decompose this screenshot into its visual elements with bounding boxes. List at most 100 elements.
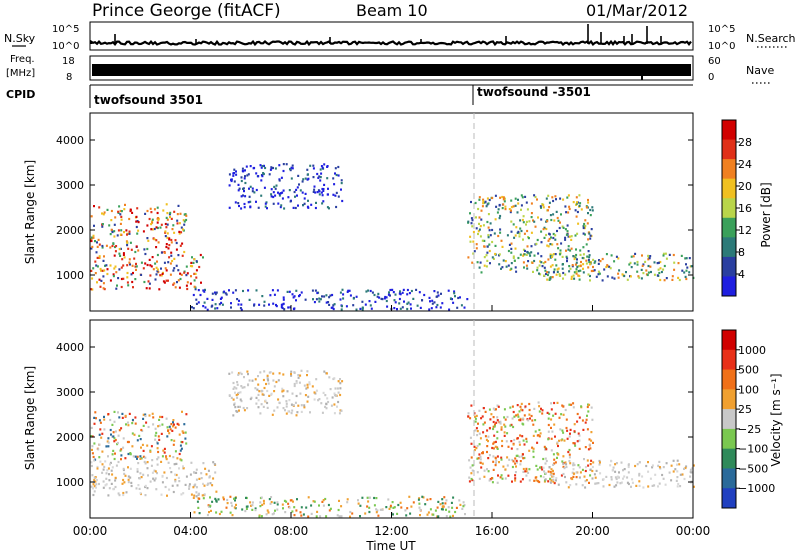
range-cell bbox=[122, 252, 125, 255]
range-cell bbox=[322, 189, 325, 192]
range-cell bbox=[404, 509, 407, 512]
range-cell bbox=[573, 423, 576, 426]
range-cell bbox=[510, 209, 512, 212]
range-cell bbox=[247, 289, 250, 292]
range-cell bbox=[487, 435, 490, 438]
range-cell bbox=[501, 207, 504, 210]
range-cell bbox=[510, 423, 513, 426]
range-cell bbox=[491, 481, 494, 484]
colorbar-tick-label: 28 bbox=[738, 136, 752, 149]
range-cell bbox=[110, 228, 113, 231]
range-cell bbox=[190, 493, 193, 496]
range-cell bbox=[288, 290, 291, 293]
range-cell bbox=[92, 487, 94, 490]
range-cell bbox=[282, 298, 285, 301]
range-cell bbox=[673, 261, 676, 264]
range-cell bbox=[276, 406, 279, 409]
range-cell bbox=[512, 460, 515, 463]
range-cell bbox=[322, 200, 325, 203]
range-cell bbox=[585, 418, 588, 421]
y-tick-label: 3000 bbox=[56, 386, 84, 399]
range-cell bbox=[233, 386, 236, 389]
range-cell bbox=[512, 443, 515, 446]
range-cell bbox=[582, 271, 585, 274]
range-cell bbox=[334, 172, 336, 175]
range-cell bbox=[136, 470, 139, 473]
range-cell bbox=[114, 476, 117, 479]
range-cell bbox=[641, 475, 644, 478]
range-cell bbox=[525, 201, 528, 204]
range-cell bbox=[566, 260, 568, 263]
range-cell bbox=[109, 461, 112, 464]
range-cell bbox=[419, 508, 422, 512]
range-cell bbox=[555, 273, 558, 276]
range-cell bbox=[297, 174, 300, 177]
range-cell bbox=[165, 226, 168, 229]
range-cell bbox=[105, 483, 108, 486]
colorbar-swatch bbox=[722, 428, 736, 450]
range-cell bbox=[161, 423, 164, 426]
range-cell bbox=[313, 500, 316, 503]
range-cell bbox=[202, 462, 205, 465]
range-cell bbox=[577, 270, 580, 273]
range-cell bbox=[338, 412, 341, 415]
range-cell bbox=[175, 473, 178, 477]
range-cell bbox=[103, 428, 106, 431]
range-cell bbox=[273, 409, 276, 412]
range-cell bbox=[318, 398, 321, 401]
power-ylabel: Slant Range [km] bbox=[23, 160, 37, 264]
range-cell bbox=[152, 477, 155, 480]
range-cell bbox=[663, 264, 666, 268]
range-cell bbox=[236, 298, 239, 301]
range-cell bbox=[640, 268, 643, 271]
range-cell bbox=[679, 473, 682, 476]
range-cell bbox=[154, 427, 157, 430]
range-cell bbox=[291, 293, 294, 296]
range-cell bbox=[98, 419, 101, 422]
range-cell bbox=[662, 466, 665, 469]
range-cell bbox=[599, 472, 602, 475]
range-cell bbox=[496, 211, 499, 214]
range-cell bbox=[91, 288, 94, 291]
range-cell bbox=[272, 166, 274, 170]
range-cell bbox=[615, 477, 618, 481]
range-cell bbox=[326, 165, 329, 168]
range-cell bbox=[656, 262, 659, 265]
range-cell bbox=[321, 411, 324, 414]
range-cell bbox=[522, 248, 525, 251]
range-cell bbox=[548, 466, 551, 469]
range-cell bbox=[551, 254, 554, 257]
range-cell bbox=[149, 480, 152, 483]
range-cell bbox=[486, 245, 489, 248]
range-cell bbox=[123, 472, 126, 475]
range-cell bbox=[685, 277, 688, 281]
range-cell bbox=[532, 450, 535, 453]
range-cell bbox=[676, 476, 679, 479]
range-cell bbox=[156, 211, 159, 215]
range-cell bbox=[478, 432, 481, 435]
range-cell bbox=[532, 447, 535, 450]
range-cell bbox=[230, 501, 233, 504]
range-cell bbox=[523, 456, 526, 460]
range-cell bbox=[297, 374, 300, 377]
range-cell bbox=[574, 209, 577, 212]
range-cell bbox=[254, 378, 257, 381]
range-cell bbox=[130, 481, 133, 484]
range-cell bbox=[500, 458, 503, 461]
range-cell bbox=[120, 454, 123, 457]
range-cell bbox=[161, 455, 164, 458]
colorbar-swatch bbox=[722, 178, 736, 199]
nsky-frame bbox=[89, 21, 694, 51]
range-cell bbox=[142, 424, 145, 427]
range-cell bbox=[113, 440, 116, 443]
range-cell bbox=[95, 483, 98, 486]
range-cell bbox=[658, 460, 661, 463]
range-cell bbox=[98, 278, 101, 281]
range-cell bbox=[282, 296, 285, 299]
range-cell bbox=[584, 466, 587, 469]
range-cell bbox=[436, 303, 439, 307]
range-cell bbox=[174, 450, 177, 453]
range-cell bbox=[242, 289, 244, 293]
range-cell bbox=[543, 445, 546, 448]
